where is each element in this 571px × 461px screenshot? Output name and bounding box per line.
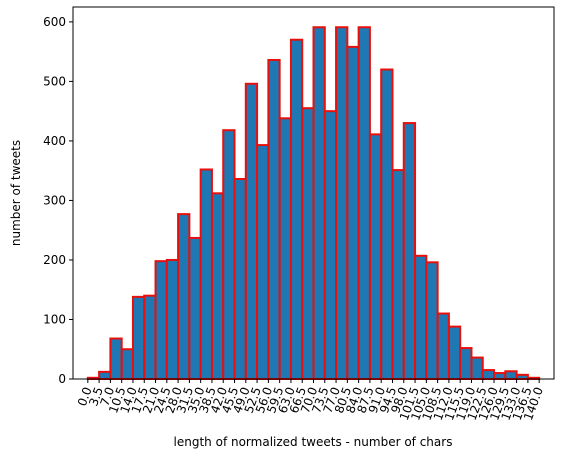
y-tick-label: 300	[43, 193, 66, 207]
bar	[459, 347, 473, 380]
bar	[98, 370, 112, 381]
x-tick-label: 3.5	[86, 385, 106, 408]
bar	[199, 168, 213, 380]
bar	[323, 110, 338, 380]
bar	[154, 260, 168, 380]
bar	[380, 68, 394, 380]
x-tick-label: 7.0	[98, 385, 118, 408]
bar	[222, 129, 236, 380]
bar	[357, 26, 371, 381]
bar	[312, 26, 326, 381]
bar	[447, 325, 462, 381]
bar	[335, 26, 349, 381]
bar	[210, 192, 225, 380]
y-tick-label: 600	[43, 15, 66, 29]
bar	[470, 356, 484, 381]
y-axis-label: number of tweets	[9, 140, 23, 246]
bar	[391, 169, 405, 380]
bar	[425, 261, 439, 380]
bar	[289, 38, 304, 381]
bar	[504, 370, 518, 380]
bar	[481, 369, 496, 380]
bar	[515, 373, 529, 380]
bar	[165, 258, 180, 380]
bar	[233, 178, 247, 380]
bar	[493, 372, 507, 381]
y-tick-label: 100	[43, 312, 66, 326]
bar	[267, 58, 281, 380]
y-tick-label: 0	[58, 372, 66, 386]
y-tick-label: 200	[43, 253, 66, 267]
bar	[414, 254, 428, 380]
x-tick-label: 0.0	[75, 385, 95, 408]
bar	[301, 107, 315, 381]
y-tick-label: 400	[43, 134, 66, 148]
bar	[244, 82, 259, 381]
bar	[177, 213, 191, 380]
bar	[278, 117, 292, 380]
bar	[188, 236, 202, 380]
bar	[109, 337, 123, 380]
bar	[120, 348, 134, 380]
bar	[131, 295, 146, 380]
bar	[143, 294, 157, 380]
bar	[256, 144, 270, 380]
bar	[346, 45, 360, 381]
y-tick-label: 500	[43, 74, 66, 88]
bar	[436, 312, 450, 381]
x-axis-label: length of normalized tweets - number of …	[174, 435, 453, 449]
bar	[368, 133, 383, 380]
bar	[402, 122, 417, 381]
